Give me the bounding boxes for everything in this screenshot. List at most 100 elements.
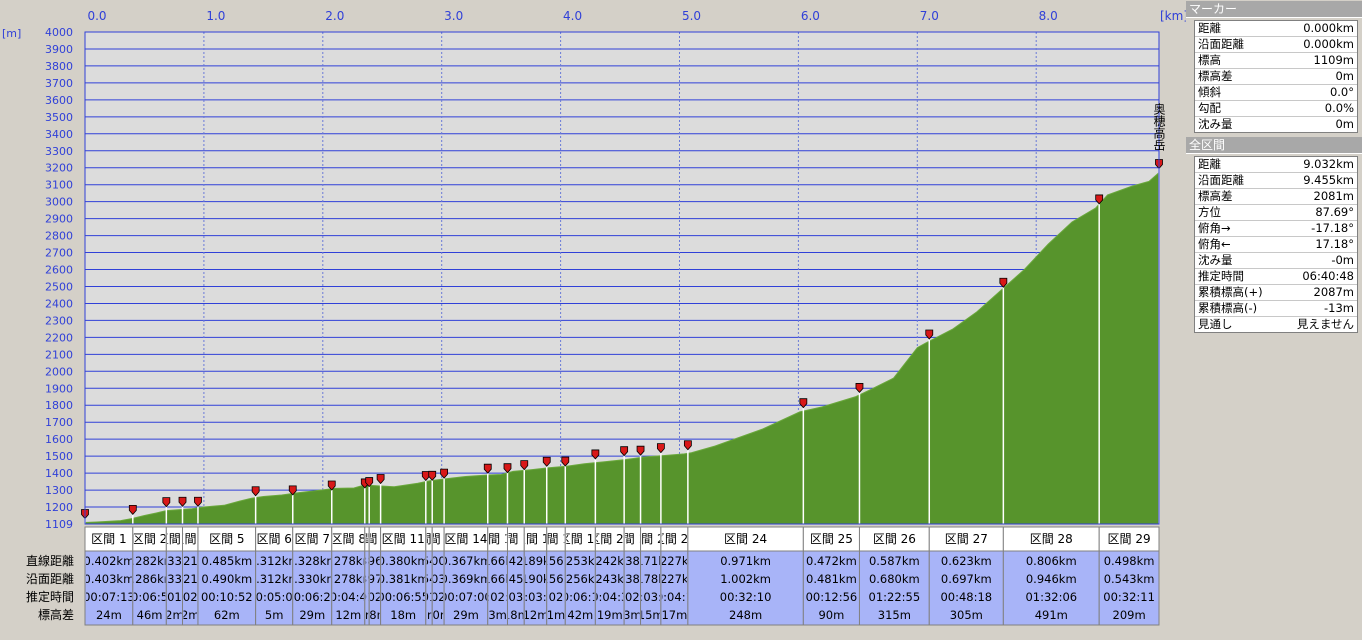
- marker-panel-value: 0m: [1335, 69, 1354, 83]
- marker-pin[interactable]: [561, 456, 570, 467]
- segment-values-cell: [564, 550, 596, 626]
- segment-h: 315m: [878, 608, 911, 622]
- segment-d: 0.278km: [323, 554, 374, 568]
- marker-pin[interactable]: [520, 460, 529, 471]
- segment-h: 15m: [638, 608, 664, 622]
- segment-name: 区間 10: [353, 532, 396, 546]
- marker-pin[interactable]: [483, 463, 492, 474]
- marker-pin[interactable]: [683, 440, 692, 451]
- total-panel-key: 距離: [1198, 157, 1221, 171]
- marker-pin[interactable]: [365, 477, 374, 488]
- segment-header-cell[interactable]: [255, 526, 294, 552]
- marker-pin[interactable]: [428, 470, 437, 481]
- marker-panel-row: 傾斜 0.0°: [1195, 85, 1357, 101]
- y-tick-label: 3600: [45, 94, 73, 107]
- segment-s: 0.697km: [941, 572, 992, 586]
- segment-header-cell[interactable]: [687, 526, 804, 552]
- marker-pin[interactable]: [1095, 194, 1104, 205]
- marker-pin[interactable]: [327, 480, 336, 491]
- segment-d: 0.485km: [201, 554, 252, 568]
- segment-h: 305m: [950, 608, 983, 622]
- total-panel-row: 距離 9.032km: [1195, 157, 1357, 173]
- segment-header-cell[interactable]: [858, 526, 930, 552]
- segment-t: 00:04:30: [584, 590, 636, 604]
- segment-d: 0.138km: [607, 554, 658, 568]
- segment-d: 0.472km: [806, 554, 857, 568]
- segment-d: 0.121km: [165, 554, 216, 568]
- marker-pin[interactable]: [162, 497, 171, 508]
- marker-pin[interactable]: [376, 474, 385, 485]
- marker-pin[interactable]: [999, 277, 1008, 288]
- segment-column: 区間 12 0.054km 0.054km 00:01:02 1m: [420, 532, 439, 622]
- segment-values-cell: [858, 550, 930, 626]
- segment-t: 00:02:08: [412, 590, 464, 604]
- x-tick-label: 3.0: [444, 9, 463, 23]
- segment-name: 区間 28: [1030, 532, 1073, 546]
- total-panel-row: 俯角→ -17.18°: [1195, 221, 1357, 237]
- total-panel-key: 沈み量: [1198, 253, 1233, 267]
- marker-pin[interactable]: [178, 496, 187, 507]
- segment-h: 62m: [214, 608, 240, 622]
- segment-values-cell: [331, 550, 366, 626]
- marker-pin[interactable]: [636, 445, 645, 456]
- y-tick-label: 1900: [45, 382, 73, 395]
- segment-s: 0.490km: [201, 572, 252, 586]
- segment-column: 区間 1 0.402km 0.403km 00:07:13 24m: [83, 532, 135, 622]
- marker-pin[interactable]: [620, 446, 629, 457]
- marker-pin[interactable]: [440, 468, 449, 479]
- marker-pin[interactable]: [194, 496, 202, 507]
- elevation-profile-chart[interactable]: 4000 3900 3800 3700 3600 3500 3400 3300 3200 3100…: [0, 0, 1186, 640]
- segment-s: 0.403km: [84, 572, 135, 586]
- marker-pin[interactable]: [542, 456, 551, 467]
- segment-t: 00:06:20: [286, 590, 338, 604]
- marker-panel-row: 標高差 0m: [1195, 69, 1357, 85]
- segment-header-cell[interactable]: [802, 526, 860, 552]
- marker-pin[interactable]: [925, 329, 934, 340]
- marker-pin[interactable]: [421, 471, 430, 482]
- segment-values-cell: [687, 550, 804, 626]
- total-panel-key: 沿面距離: [1198, 173, 1244, 187]
- marker-pin[interactable]: [251, 486, 260, 497]
- marker-pin[interactable]: [656, 443, 665, 454]
- segment-t: 00:02:05: [164, 590, 216, 604]
- segment-s: 0.156km: [531, 572, 582, 586]
- marker-pin[interactable]: [503, 463, 512, 474]
- segment-t: 00:07:00: [440, 590, 492, 604]
- segment-d: 0.096km: [350, 554, 401, 568]
- marker-pin[interactable]: [288, 485, 297, 496]
- marker-panel-key: 距離: [1198, 21, 1221, 35]
- segment-name: 区間 27: [945, 532, 988, 546]
- segment-name: 区間 26: [873, 532, 916, 546]
- segment-h: 29m: [453, 608, 479, 622]
- segment-t: 00:07:13: [83, 590, 135, 604]
- y-tick-label: 2500: [45, 280, 73, 293]
- segment-header-cell[interactable]: [1098, 526, 1160, 552]
- total-panel-value: 2087m: [1313, 285, 1354, 299]
- marker-pin[interactable]: [591, 449, 600, 460]
- segment-t: 00:06:10: [554, 590, 606, 604]
- segment-column: 区間 26 0.587km 0.680km 01:22:55 315m: [869, 532, 921, 622]
- elevation-profile-area[interactable]: 4000 3900 3800 3700 3600 3500 3400 3300 3200 3100…: [0, 0, 1186, 640]
- marker-pin[interactable]: [799, 398, 808, 409]
- marker-pin[interactable]: [128, 505, 137, 516]
- segment-t: 00:04:10: [649, 590, 701, 604]
- segment-h: 18m: [362, 608, 388, 622]
- x-tick-label: 0.0: [87, 9, 106, 23]
- segment-header-cell[interactable]: [564, 526, 596, 552]
- segment-d: 0.498km: [1104, 554, 1155, 568]
- segment-column: 区間 21 0.138km 0.138km 00:02:02 3m: [607, 532, 658, 622]
- segment-h: 1m: [420, 608, 439, 622]
- segment-column: 区間 28 0.806km 0.946km 01:32:06 491m: [1025, 532, 1077, 622]
- marker-panel-key: 沈み量: [1198, 117, 1233, 131]
- segment-h: 3m: [623, 608, 642, 622]
- marker-pin[interactable]: [855, 383, 864, 394]
- segment-values-cell: [292, 550, 333, 626]
- marker-panel-value: 0m: [1335, 117, 1354, 131]
- marker-panel-key: 勾配: [1198, 101, 1221, 115]
- marker-panel-key: 標高差: [1198, 69, 1233, 83]
- segment-d: 0.038km: [342, 554, 393, 568]
- segment-h: 5m: [265, 608, 284, 622]
- segment-header-cell[interactable]: [443, 526, 489, 552]
- segment-column: 区間 5 0.485km 0.490km 00:10:52 62m: [201, 532, 253, 622]
- segment-t: 00:03:20: [510, 590, 562, 604]
